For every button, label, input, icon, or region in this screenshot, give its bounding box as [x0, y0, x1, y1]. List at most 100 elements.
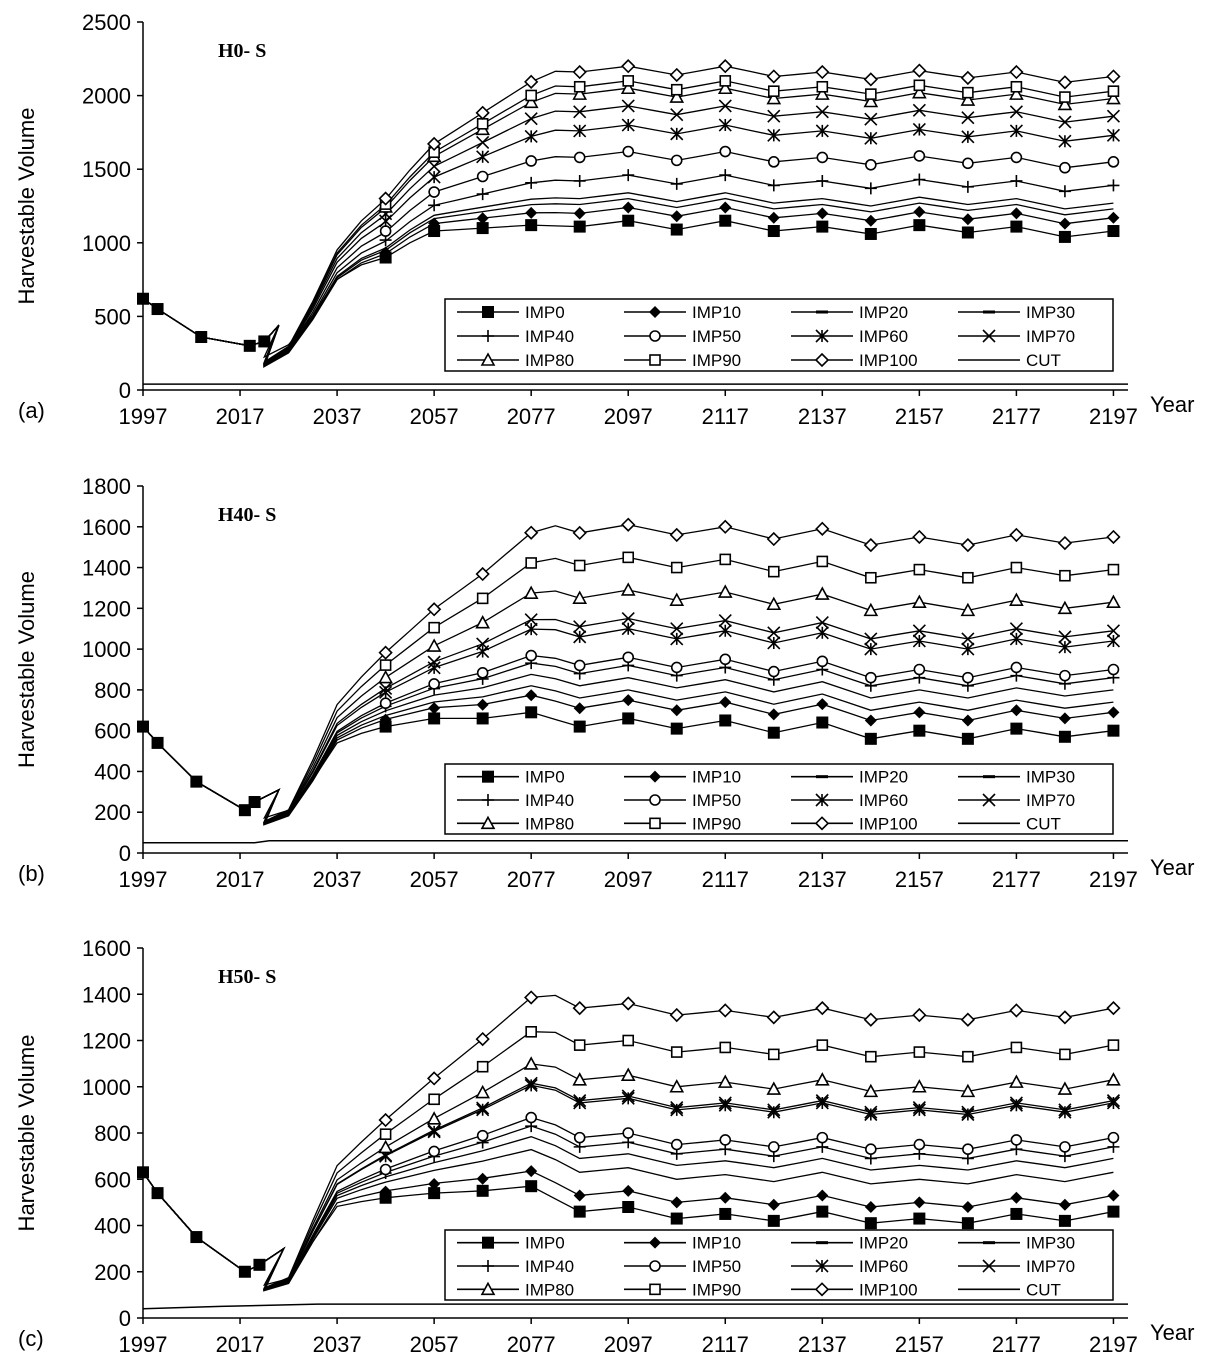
legend-label: IMP10 [692, 303, 741, 322]
data-point-imp0 [379, 1191, 392, 1204]
legend-swatch-marker [480, 1281, 496, 1296]
x-tick-label: 2197 [1089, 1332, 1138, 1357]
legend-swatch-marker [814, 352, 830, 368]
data-point-imp0 [1107, 1205, 1120, 1218]
data-point-imp100 [475, 105, 490, 120]
data-point-imp90 [573, 1039, 586, 1051]
data-point-imp10 [816, 1189, 829, 1202]
data-point-imp0 [1107, 724, 1120, 737]
data-point-imp100 [718, 1003, 733, 1018]
data-point-imp90 [379, 1128, 392, 1140]
data-point-imp50 [1059, 1141, 1071, 1153]
y-tick-label: 800 [94, 1121, 131, 1146]
data-point-imp60 [912, 1103, 926, 1117]
data-point-imp50 [816, 1131, 829, 1144]
data-point-imp10 [913, 205, 926, 218]
x-tick-label: 2037 [313, 867, 362, 892]
legend-label: IMP40 [525, 791, 574, 810]
data-point-imp70 [961, 632, 975, 646]
data-point-imp90 [913, 563, 926, 576]
data-point-imp80 [523, 94, 539, 109]
data-point-imp80 [1009, 86, 1024, 100]
data-point-imp50 [525, 155, 537, 167]
data-point-imp0 [573, 720, 586, 733]
y-tick-label: 2500 [82, 10, 131, 35]
data-point-imp10 [816, 207, 829, 220]
data-point-imp60 [670, 1103, 684, 1117]
data-point-imp60 [573, 124, 587, 138]
data-point-imp50 [1107, 1131, 1120, 1144]
data-point-imp80 [814, 86, 830, 100]
data-point-imp0 [670, 1212, 683, 1225]
x-tick-label: 2177 [992, 404, 1041, 429]
x-tick-label: 2097 [604, 1332, 653, 1357]
data-point-imp0 [622, 214, 635, 227]
data-point-imp90 [525, 1025, 537, 1038]
legend: IMP0 IMP10 IMP20 IMP30 IMP40 IMP50 IMP60 IMP70 I… [444, 1229, 1114, 1301]
data-point-imp10 [961, 1201, 974, 1213]
data-point-imp60 [718, 624, 732, 638]
data-point-imp70 [670, 1100, 684, 1115]
data-point-imp100 [524, 990, 539, 1005]
data-point-imp10 [767, 211, 780, 224]
data-point-imp70 [670, 108, 684, 122]
x-tick-label: 2117 [702, 867, 749, 892]
data-point-early [190, 775, 203, 788]
panel-label: (a) [18, 398, 45, 423]
data-point-imp10 [525, 1165, 538, 1178]
data-point-imp50 [573, 1131, 586, 1144]
data-point-imp0 [816, 716, 829, 729]
legend-label: IMP40 [525, 327, 574, 346]
data-point-imp0 [719, 1207, 732, 1220]
data-point-imp90 [622, 551, 635, 564]
x-tick-label: 2137 [798, 867, 847, 892]
data-point-imp80 [523, 1056, 539, 1070]
data-point-imp60 [1009, 632, 1023, 646]
data-point-imp10 [1010, 207, 1023, 220]
data-point-imp70 [476, 637, 490, 651]
data-point-imp70 [961, 1105, 975, 1119]
data-point-imp10 [1010, 704, 1023, 717]
x-axis-title: Year [1150, 855, 1194, 880]
data-point-imp40 [525, 176, 538, 189]
legend: IMP0 IMP10 IMP20 IMP30 IMP40 IMP50 IMP60 IMP70 I… [444, 763, 1114, 835]
data-point-imp100 [1009, 527, 1024, 543]
data-point-imp0 [525, 219, 538, 232]
data-point-imp10 [767, 708, 780, 721]
data-point-imp60 [1106, 128, 1121, 142]
legend-swatch-marker [482, 330, 494, 342]
panel-title: H0- S [218, 40, 266, 62]
data-point-imp50 [865, 671, 877, 684]
data-point-imp100 [427, 1071, 442, 1086]
legend-swatch-marker [480, 815, 496, 830]
data-point-imp70 [379, 681, 393, 696]
data-point-imp50 [379, 697, 392, 710]
data-point-imp70 [1058, 115, 1072, 129]
panel-title: H40- S [218, 504, 276, 526]
data-point-imp80 [717, 584, 733, 598]
data-point-imp50 [1010, 151, 1023, 164]
data-point-imp100 [572, 1000, 587, 1016]
data-point-imp90 [622, 75, 635, 87]
data-point-imp40 [670, 177, 683, 190]
y-tick-label: 0 [119, 378, 131, 403]
data-point-imp70 [767, 109, 781, 123]
data-point-imp10 [428, 1178, 441, 1191]
x-axis-title: Year [1150, 1320, 1194, 1345]
data-point-imp0 [864, 227, 877, 240]
data-point-imp10 [913, 1196, 926, 1209]
x-tick-label: 2137 [798, 404, 847, 429]
data-point-imp70 [621, 99, 635, 113]
legend-label: IMP30 [1026, 1234, 1075, 1253]
data-point-imp70 [815, 1094, 829, 1108]
data-point-imp80 [1057, 600, 1073, 615]
data-point-imp0 [525, 1180, 538, 1193]
data-point-imp60 [1106, 634, 1121, 648]
data-point-imp80 [717, 80, 733, 95]
data-point-imp100 [863, 72, 878, 87]
series-line-imp90 [142, 556, 1114, 824]
data-point-imp10 [816, 698, 829, 711]
data-point-imp0 [767, 225, 780, 238]
chart-panel-a: 0 500 1000 1500 2000 2500 1997 2017 2037 2057 2077… [14, 10, 1194, 429]
series-line-imp50 [142, 654, 1114, 825]
